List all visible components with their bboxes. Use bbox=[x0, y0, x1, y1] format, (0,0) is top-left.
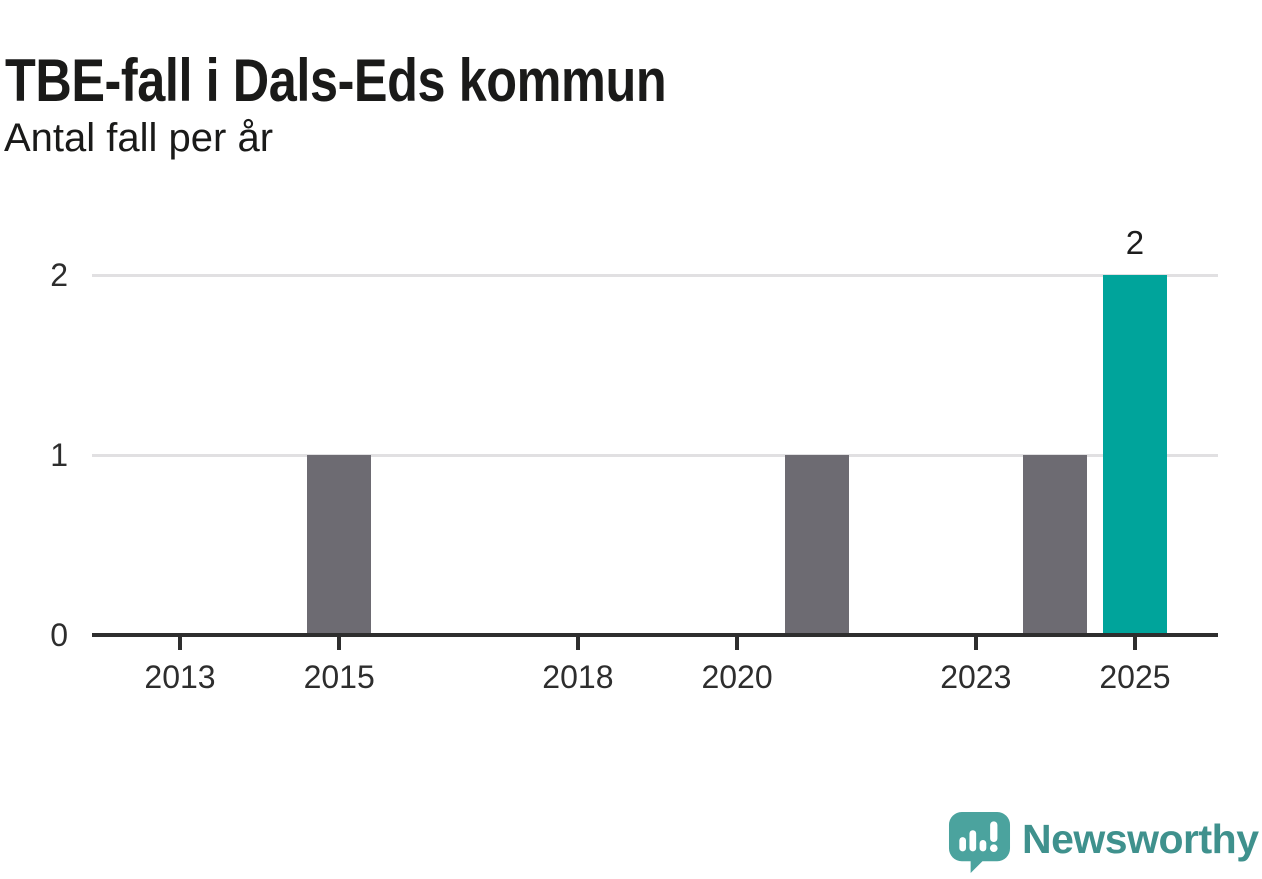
x-tick-2018 bbox=[575, 637, 580, 651]
y-axis-label-0: 0 bbox=[50, 617, 68, 653]
x-axis-line bbox=[92, 632, 1218, 638]
gridline-2 bbox=[92, 273, 1218, 277]
x-axis-label-2018: 2018 bbox=[542, 659, 614, 695]
x-tick-2020 bbox=[735, 637, 740, 651]
bar-2024 bbox=[1023, 455, 1088, 635]
x-axis-label-2020: 2020 bbox=[701, 659, 773, 695]
x-tick-2013 bbox=[178, 637, 182, 651]
y-axis-label-2: 2 bbox=[50, 257, 68, 293]
y-axis-label-1: 1 bbox=[50, 437, 68, 473]
bar-2025 bbox=[1102, 275, 1167, 635]
x-tick-2015 bbox=[337, 637, 342, 651]
x-axis-label-2013: 2013 bbox=[144, 659, 216, 695]
x-tick-2023 bbox=[973, 637, 978, 651]
bar-2015 bbox=[307, 455, 372, 635]
x-tick-2025 bbox=[1132, 637, 1137, 651]
gridline-1 bbox=[92, 453, 1218, 457]
x-axis-label-2023: 2023 bbox=[940, 659, 1012, 695]
x-axis-label-2025: 2025 bbox=[1099, 659, 1171, 695]
bar-value-label-2025: 2 bbox=[1125, 224, 1145, 261]
brand-footer: Newsworthy bbox=[948, 811, 1259, 874]
brand-name: Newsworthy bbox=[1022, 816, 1259, 862]
chart-title: TBE-fall i Dals-Eds kommun bbox=[5, 47, 667, 115]
x-axis-label-2015: 2015 bbox=[303, 659, 375, 695]
newsworthy-logo-icon bbox=[948, 811, 1011, 874]
bar-2021 bbox=[784, 455, 849, 635]
chart-subtitle: Antal fall per år bbox=[4, 116, 274, 160]
